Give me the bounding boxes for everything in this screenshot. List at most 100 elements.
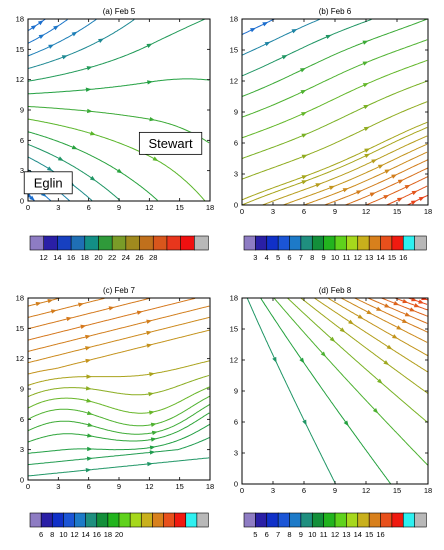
colorbar-swatch: [29, 512, 42, 528]
colorbar-swatch: [180, 235, 195, 251]
streamline: [365, 176, 428, 205]
streamline: [242, 101, 428, 180]
colorbar-label: 5: [253, 530, 257, 539]
streamline-arrow: [339, 327, 346, 333]
streamline-arrow: [396, 325, 403, 330]
streamline: [260, 298, 392, 484]
colorbar-swatch: [125, 235, 141, 251]
streamline-arrow: [391, 174, 398, 179]
x-tick-label: 6: [87, 482, 91, 491]
streamline-arrow: [116, 168, 123, 174]
streamline-arrow: [329, 185, 335, 190]
y-tick-label: 0: [20, 476, 24, 485]
colorbar-swatch: [194, 235, 209, 251]
streamline-arrow: [383, 360, 390, 366]
streamline-arrow: [85, 334, 91, 340]
streamline-arrow: [348, 319, 354, 325]
y-tick-label: 6: [20, 415, 24, 424]
panel-1: (a) Feb 5 0 3 6 9 12 15 18 0 3 6 9 12 15 18 Stewart Egli…: [16, 7, 215, 262]
streamline: [386, 185, 428, 205]
colorbar-label: 6: [39, 530, 43, 539]
colorbar-swatch: [277, 235, 291, 251]
colorbar: 5 6 7 8 9 10 11 12 13 14 15 16: [243, 512, 427, 539]
streamline-arrow: [301, 154, 308, 159]
streamline-arrow: [363, 126, 370, 132]
x-tick-label: 9: [117, 203, 121, 212]
x-tick-label: 12: [145, 482, 153, 491]
colorbar-swatch: [70, 235, 86, 251]
streamline-arrow: [301, 175, 308, 180]
colorbar-label: 15: [388, 253, 396, 262]
colorbar-swatch: [311, 512, 325, 528]
streamline-arrow: [146, 343, 153, 348]
streamline-arrow: [148, 410, 155, 415]
colorbar-swatch: [111, 235, 127, 251]
colorbar-swatch: [300, 512, 313, 528]
y-tick-label: 3: [20, 445, 24, 454]
streamline-arrow: [37, 20, 44, 26]
panel-title: (c) Feb 7: [103, 286, 136, 295]
colorbar-label: 20: [94, 253, 102, 262]
x-tick-label: 3: [271, 486, 275, 495]
streamline-arrow: [150, 422, 157, 427]
streamline: [340, 298, 428, 343]
colorbar-label: 12: [70, 530, 78, 539]
streamline-arrow: [366, 309, 373, 315]
colorbar-label: 7: [299, 253, 303, 262]
streamline-arrow: [377, 164, 384, 169]
x-tick-label: 12: [362, 486, 370, 495]
streamline-arrow: [151, 430, 158, 436]
streamline-arrow: [87, 433, 93, 438]
streamline-arrow: [150, 437, 157, 442]
y-tick-label: 6: [234, 418, 238, 427]
colorbar-swatch: [402, 235, 416, 251]
streamline: [28, 457, 210, 477]
colorbar-swatch: [357, 235, 370, 251]
streamline-arrow: [299, 68, 306, 73]
colorbar-label: 3: [253, 253, 257, 262]
colorbar-label: 13: [365, 253, 373, 262]
streamline-arrow: [409, 307, 416, 312]
svg-text:Stewart: Stewart: [149, 136, 193, 151]
streamline-arrow: [372, 407, 379, 414]
colorbar-label: 11: [320, 530, 328, 539]
streamline-arrow: [320, 351, 327, 358]
y-tick-label: 15: [16, 324, 24, 333]
streamline-arrow: [147, 80, 153, 85]
streamline: [287, 298, 428, 423]
streamline-arrow: [147, 461, 153, 467]
panel-title: (b) Feb 6: [319, 7, 352, 16]
streamline: [345, 167, 428, 205]
y-tick-label: 3: [234, 170, 238, 179]
streamline: [28, 19, 97, 57]
streamline: [242, 127, 428, 205]
y-tick-label: 9: [234, 108, 238, 117]
streamline-arrow: [47, 298, 54, 304]
colorbar-label: 12: [354, 253, 362, 262]
x-tick-label: 12: [145, 203, 153, 212]
streamline: [28, 412, 210, 443]
svg-text:Eglin: Eglin: [34, 175, 63, 190]
streamline: [381, 298, 428, 317]
x-tick-label: 3: [56, 482, 60, 491]
colorbar-label: 13: [342, 530, 350, 539]
colorbar-label: 12: [331, 530, 339, 539]
streamline: [28, 329, 210, 375]
streamline: [28, 316, 210, 364]
streamline-arrow: [85, 358, 92, 364]
streamline: [262, 135, 428, 205]
streamline-arrow: [48, 44, 55, 49]
streamline: [354, 298, 428, 333]
colorbar-label: 6: [265, 530, 269, 539]
streamline-arrow: [29, 195, 35, 201]
streamline: [28, 143, 121, 201]
x-tick-label: 0: [240, 486, 244, 495]
y-tick-label: 0: [20, 197, 24, 206]
colorbar-label: 8: [310, 253, 314, 262]
streamline: [28, 131, 158, 201]
streamline: [28, 305, 210, 352]
streamline-arrow: [146, 43, 153, 48]
streamline-arrow: [362, 82, 369, 88]
